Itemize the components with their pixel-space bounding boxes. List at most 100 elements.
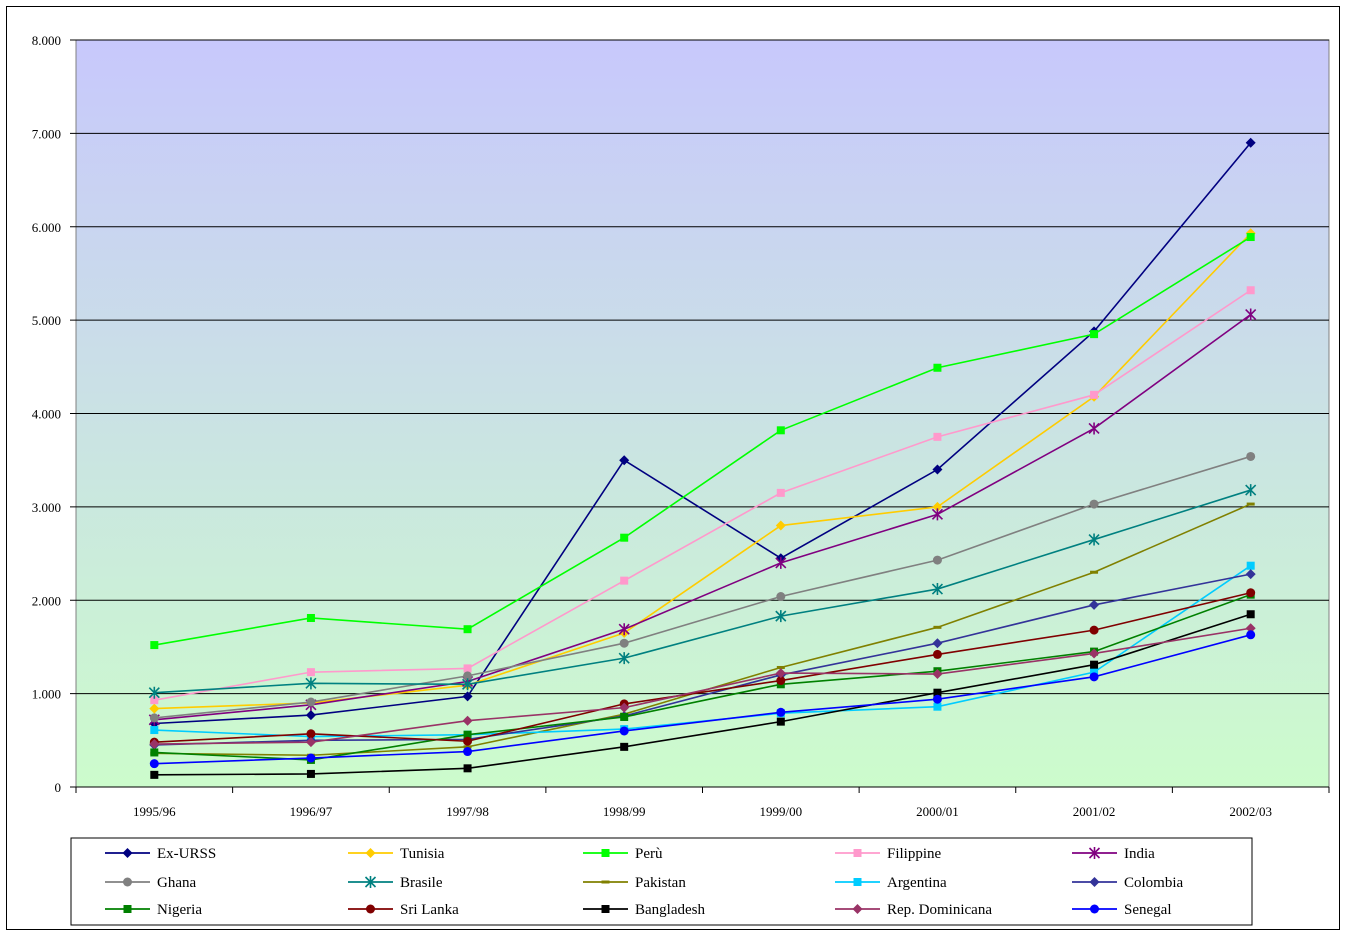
data-point <box>305 737 316 748</box>
legend-entry: Perù <box>583 846 663 862</box>
data-point <box>149 713 159 723</box>
data-point <box>463 664 472 673</box>
series-senegal <box>149 630 1256 769</box>
data-point <box>1088 533 1100 546</box>
data-point <box>463 745 472 749</box>
x-tick-label: 2001/02 <box>1073 804 1116 819</box>
x-axis-tick-labels: 1995/96 1996/97 1997/98 1998/99 1999/00 2000/… <box>75 787 1330 819</box>
data-point <box>1245 484 1257 497</box>
data-point <box>619 726 629 736</box>
data-point <box>853 878 862 886</box>
data-point <box>619 702 630 713</box>
data-point <box>150 770 159 779</box>
data-point <box>853 849 862 857</box>
series-line <box>154 593 1251 761</box>
series-sri-lanka <box>149 588 1256 747</box>
legend-entry: Pakistan <box>583 875 686 891</box>
series-line <box>154 627 1251 745</box>
data-point <box>1090 390 1099 399</box>
data-point <box>932 694 942 704</box>
series-line <box>154 455 1251 719</box>
legend-box <box>70 837 1253 926</box>
data-point <box>1089 877 1100 887</box>
data-point <box>1089 648 1100 659</box>
series-bangladesh <box>150 610 1255 779</box>
data-point <box>365 848 376 858</box>
data-point <box>149 703 160 714</box>
data-point <box>620 712 629 721</box>
y-tick-label: 5.000 <box>32 313 61 328</box>
y-tick-label: 3.000 <box>32 500 61 515</box>
data-point <box>149 739 160 750</box>
legend-entry: Ghana <box>105 875 196 891</box>
data-point <box>1089 625 1099 635</box>
legend-entry: Colombia <box>1072 875 1184 891</box>
data-point <box>776 426 785 435</box>
data-point <box>933 625 942 629</box>
data-point <box>1090 330 1099 339</box>
data-point <box>1246 588 1256 598</box>
legend-label: Bangladesh <box>635 902 705 918</box>
legend-entry: India <box>1072 846 1155 862</box>
data-point <box>619 638 629 648</box>
data-point <box>149 759 159 769</box>
legend: Ex-URSS Tunisia Perù Filippine India Ghana Bra… <box>105 846 1184 918</box>
data-point <box>1089 672 1099 682</box>
data-point <box>1090 570 1099 574</box>
data-point <box>619 455 630 466</box>
series-rep-dominicana <box>149 623 1256 750</box>
data-point <box>932 555 942 565</box>
data-point <box>931 508 944 521</box>
data-point <box>775 556 787 569</box>
x-tick-label: 1997/98 <box>446 804 489 819</box>
series-line <box>154 313 1252 721</box>
data-point <box>601 849 610 857</box>
data-point <box>620 576 629 585</box>
data-point <box>306 769 315 778</box>
legend-entry: Sri Lanka <box>348 902 459 918</box>
data-point <box>932 501 943 512</box>
data-point <box>776 707 786 717</box>
legend-entry: Senegal <box>1072 902 1171 918</box>
data-point <box>305 677 317 690</box>
legend-entry: Rep. Dominicana <box>835 902 992 918</box>
data-point <box>1245 569 1256 580</box>
data-point <box>776 592 786 602</box>
legend-entry: Filippine <box>835 846 942 862</box>
legend-label: Colombia <box>1124 875 1184 891</box>
data-point <box>620 742 629 751</box>
data-point <box>933 363 942 372</box>
legend-entry: Argentina <box>835 875 947 891</box>
series-per- <box>150 233 1255 650</box>
data-point <box>776 665 785 669</box>
data-point <box>461 678 474 691</box>
series-line <box>154 232 1252 710</box>
data-point <box>931 583 944 596</box>
series-filippine <box>150 286 1255 705</box>
y-axis-tick-labels: 0 1.000 2.000 3.000 4.000 5.000 6.000 7.000 8.00… <box>32 33 61 795</box>
legend-label: Senegal <box>1124 902 1171 918</box>
data-point <box>932 649 942 659</box>
data-point <box>1089 499 1099 509</box>
series-line <box>154 573 1251 746</box>
data-point <box>150 641 159 650</box>
data-point <box>1089 599 1100 610</box>
legend-label: Nigeria <box>157 902 202 918</box>
x-tick-label: 2000/01 <box>916 804 959 819</box>
x-tick-label: 1996/97 <box>290 804 333 819</box>
data-point <box>364 876 377 888</box>
legend-label: Ghana <box>157 875 196 891</box>
data-point <box>306 668 315 677</box>
series-line <box>154 489 1251 694</box>
legend-label: Sri Lanka <box>400 902 459 918</box>
data-point <box>150 748 159 757</box>
data-point <box>463 625 472 634</box>
series-line <box>154 592 1251 743</box>
legend-label: Ex-URSS <box>157 846 216 862</box>
series-line <box>154 289 1252 701</box>
x-tick-label: 1999/00 <box>760 804 803 819</box>
data-point <box>1246 630 1256 640</box>
data-point <box>775 668 786 679</box>
data-point <box>932 669 943 680</box>
series-lines <box>148 137 1257 779</box>
